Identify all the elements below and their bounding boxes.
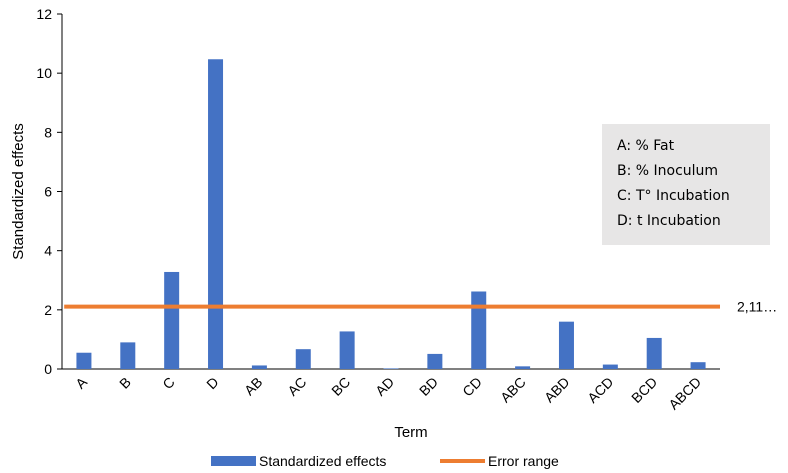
x-tick-label: CD <box>459 374 485 400</box>
bar <box>602 364 618 369</box>
bar-series <box>76 59 706 369</box>
bar <box>558 321 574 369</box>
x-tick-label: ABD <box>541 374 573 406</box>
bar <box>251 365 267 369</box>
bar <box>339 331 355 369</box>
legend-label-error-range: Error range <box>488 453 559 469</box>
legend-swatch-standardized-effects <box>211 456 256 466</box>
y-tick-label: 8 <box>44 124 52 140</box>
x-tick-label: A <box>72 373 90 391</box>
bar <box>515 366 531 369</box>
x-tick-label: BD <box>416 374 441 399</box>
y-tick-label: 10 <box>36 65 52 81</box>
bar <box>208 59 224 369</box>
bar <box>120 342 136 369</box>
x-tick-label: BCD <box>628 374 660 406</box>
x-axis-tick-labels: A B C D AB AC BC AD BD CD ABC ABD ACD BCD ABCD <box>72 373 704 412</box>
bar <box>383 368 399 369</box>
x-tick-label: ABC <box>497 374 529 406</box>
y-axis-ticks: 0 2 4 6 8 10 12 <box>36 6 62 377</box>
x-tick-label: AB <box>241 374 266 399</box>
bar <box>690 362 706 369</box>
x-tick-label: BC <box>328 374 353 399</box>
bar <box>164 271 180 369</box>
x-tick-label: AC <box>284 374 309 399</box>
term-legend-line: B: % Inoculum <box>617 163 718 179</box>
term-legend-line: A: % Fat <box>617 138 675 154</box>
x-tick-label: D <box>203 374 221 392</box>
term-legend-background <box>602 124 770 245</box>
y-tick-label: 2 <box>44 302 52 318</box>
error-range-label: 2,11… <box>737 299 777 315</box>
term-legend-line: D: t Incubation <box>617 213 721 229</box>
bar <box>471 291 487 369</box>
bar <box>427 353 443 369</box>
x-tick-label: ABCD <box>665 374 704 413</box>
x-tick-label: C <box>159 374 177 392</box>
bar <box>646 337 662 369</box>
bar <box>76 352 92 369</box>
term-legend-box: A: % Fat B: % Inoculum C: T° Incubation … <box>602 124 770 245</box>
bar <box>295 349 311 369</box>
y-tick-label: 12 <box>36 6 52 22</box>
x-axis-title: Term <box>394 424 427 441</box>
x-tick-label: B <box>116 374 134 392</box>
x-tick-label: AD <box>372 374 397 399</box>
y-axis-title: Standardized effects <box>10 123 27 259</box>
y-tick-label: 4 <box>44 243 52 259</box>
y-tick-label: 6 <box>44 184 52 200</box>
term-legend-line: C: T° Incubation <box>617 188 730 204</box>
legend-label-standardized-effects: Standardized effects <box>259 453 386 469</box>
y-tick-label: 0 <box>44 361 52 377</box>
x-tick-label: ACD <box>584 374 616 406</box>
chart-legend: Standardized effects Error range <box>211 453 559 469</box>
